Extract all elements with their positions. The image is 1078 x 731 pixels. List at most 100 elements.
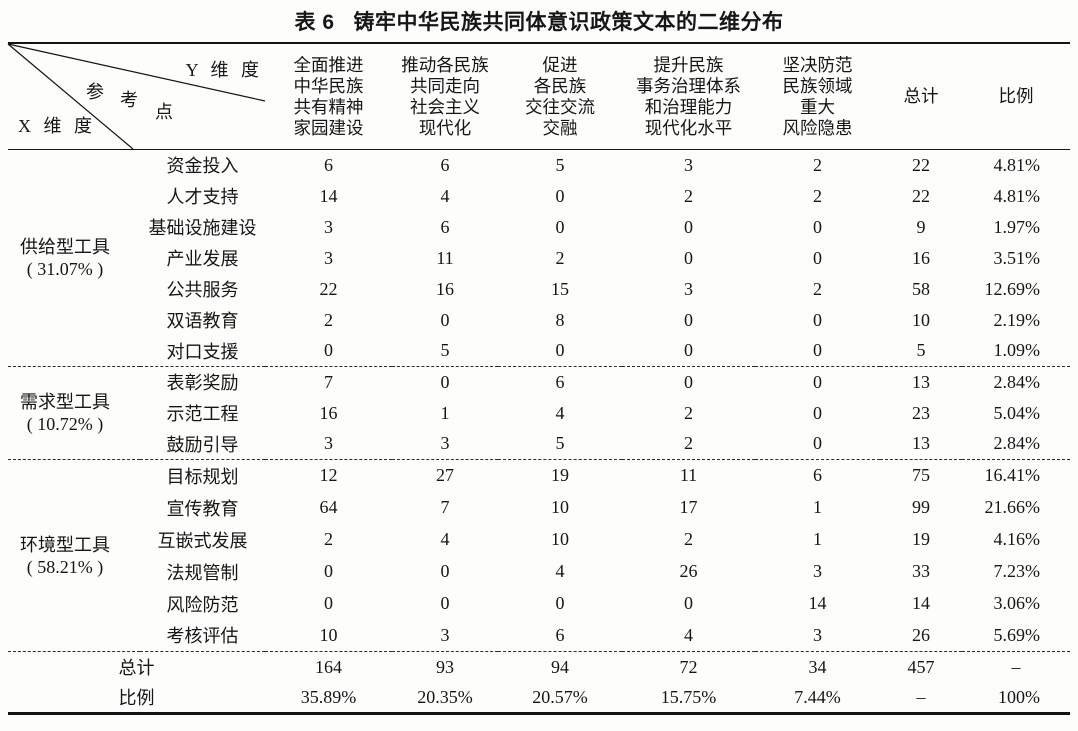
ratio-cell: 3.51%	[993, 247, 1041, 268]
row-label: 考核评估	[166, 626, 239, 647]
ratio-cell: 21.66%	[984, 497, 1041, 517]
value-cell: 7	[440, 497, 450, 517]
value-cell: 15.75%	[660, 686, 717, 707]
footer-row: 比例 35.89% 20.35% 20.57% 15.75% 7.44% – 100%	[8, 683, 1070, 714]
column-header-dim-5: 坚决防范 民族领域 重大 风险隐患	[755, 43, 880, 150]
y-dimension-label: Y 维 度	[185, 60, 263, 80]
value-cell: 2	[555, 247, 565, 268]
value-cell: 3	[684, 154, 693, 175]
value-cell: 12	[265, 459, 392, 492]
ratio-cell: 4.81%	[993, 154, 1041, 175]
value-cell: 0	[813, 216, 822, 237]
value-cell: 4	[440, 529, 450, 549]
group-label: 需求型工具( 10.72% )	[8, 366, 140, 460]
ratio-cell: 5.04%	[993, 402, 1041, 423]
row-label: 人才支持	[166, 187, 239, 207]
x-dimension-label: X 维 度	[18, 116, 96, 136]
value-cell: 3	[684, 278, 693, 299]
ratio-cell: 7.23%	[993, 561, 1041, 581]
group-label: 供给型工具( 31.07% )	[8, 150, 140, 367]
group-percentage: ( 10.72% )	[26, 414, 104, 434]
value-cell: 0	[684, 247, 693, 268]
row-label: 风险防范	[166, 594, 239, 615]
value-cell: 15	[551, 278, 569, 299]
value-cell: 6	[755, 459, 880, 492]
value-cell: 0	[555, 185, 565, 206]
footer-label: 总计	[8, 651, 265, 683]
ratio-cell: 4.16%	[993, 529, 1041, 549]
total-cell: 75	[880, 459, 962, 492]
header-row: Y 维 度 参 考 点 X 维 度 全面推进 中华民族 共有精神 家园建设 推动…	[7, 43, 1070, 150]
value-cell: 0	[813, 433, 822, 454]
value-cell: 7.44%	[794, 686, 841, 707]
total-cell: 10	[912, 309, 930, 330]
value-cell: 20.57%	[532, 686, 588, 707]
total-cell: 22	[912, 154, 930, 175]
value-cell: 0	[755, 366, 880, 398]
row-label: 示范工程	[166, 404, 239, 424]
total-cell: 5	[916, 340, 926, 361]
value-cell: 11	[436, 247, 454, 268]
value-cell: 0	[555, 593, 565, 613]
value-cell: 0	[813, 340, 822, 361]
ratio-cell: 12.69%	[984, 278, 1041, 299]
reference-point-char-2: 考	[120, 90, 138, 110]
value-cell: 10	[551, 529, 569, 549]
data-row: 互嵌式发展 2 4 10 2 1 19 4.16%	[8, 524, 1070, 556]
value-cell: 93	[392, 651, 498, 683]
value-cell: 72	[622, 651, 755, 683]
corner-cell: Y 维 度 参 考 点 X 维 度	[7, 43, 266, 150]
value-cell: 164	[265, 651, 392, 683]
value-cell: 94	[498, 651, 622, 683]
data-row: 宣传教育 64 7 10 17 1 99 21.66%	[8, 492, 1070, 524]
value-cell: 0	[622, 366, 755, 398]
footer-row: 总计 164 93 94 72 34 457–	[8, 651, 1070, 683]
value-cell: 3	[813, 624, 822, 645]
value-cell: 26	[679, 561, 698, 581]
value-cell: 0	[440, 593, 450, 613]
value-cell: 20.35%	[417, 686, 473, 707]
total-cell: 33	[912, 561, 930, 581]
value-cell: 3	[440, 433, 450, 454]
total-cell: 26	[912, 624, 930, 645]
value-cell: 0	[324, 593, 333, 613]
ratio-cell: 4.81%	[993, 185, 1041, 206]
total-cell: 19	[912, 529, 930, 549]
data-row: 双语教育 2 0 8 0 0 10 2.19%	[8, 305, 1070, 336]
value-cell: 6	[440, 216, 450, 237]
group-label: 环境型工具( 58.21% )	[8, 459, 140, 652]
value-cell: 6	[498, 366, 622, 398]
value-cell: 64	[319, 497, 338, 517]
row-label: 资金投入	[166, 156, 239, 177]
data-row: 供给型工具( 31.07% ) 资金投入 6 6 5 3 2 22 4.81%	[8, 150, 1070, 279]
data-row: 需求型工具( 10.72% ) 表彰奖励 7 0 6 0 0 13 2.84%	[8, 366, 1070, 460]
value-cell: 10	[319, 624, 338, 645]
value-cell: 1	[813, 529, 822, 549]
ratio-cell: 2.84%	[993, 433, 1041, 454]
data-row: 法规管制 0 0 4 26 3 33 7.23%	[8, 556, 1070, 588]
distribution-table: Y 维 度 参 考 点 X 维 度 全面推进 中华民族 共有精神 家园建设 推动…	[7, 42, 1070, 715]
row-label: 公共服务	[166, 280, 239, 300]
value-cell: 0	[555, 340, 565, 361]
total-cell: 99	[912, 497, 930, 517]
value-cell: 5	[555, 154, 565, 175]
total-cell: 58	[912, 278, 930, 299]
value-cell: 3	[324, 247, 333, 268]
row-label: 目标规划	[140, 459, 265, 492]
value-cell: 3	[324, 433, 333, 454]
row-label: 双语教育	[166, 311, 239, 331]
data-row: 基础设施建设 3 6 0 0 0 9 1.97%	[8, 212, 1070, 243]
value-cell: 5	[555, 433, 565, 454]
value-cell: 16	[319, 402, 338, 423]
value-cell: 0	[684, 340, 693, 361]
value-cell: 4	[555, 561, 565, 581]
table-caption: 表 6 铸牢中华民族共同体意识政策文本的二维分布	[294, 11, 784, 34]
total-cell: 22	[912, 185, 930, 206]
total-cell: 23	[912, 402, 930, 423]
ratio-cell: 100%	[998, 686, 1040, 707]
group-percentage: ( 58.21% )	[26, 556, 104, 577]
ratio-cell: 1.97%	[993, 216, 1041, 237]
data-row: 风险防范 0 0 0 0 14 14 3.06%	[8, 588, 1070, 620]
total-cell: 16	[912, 247, 930, 268]
